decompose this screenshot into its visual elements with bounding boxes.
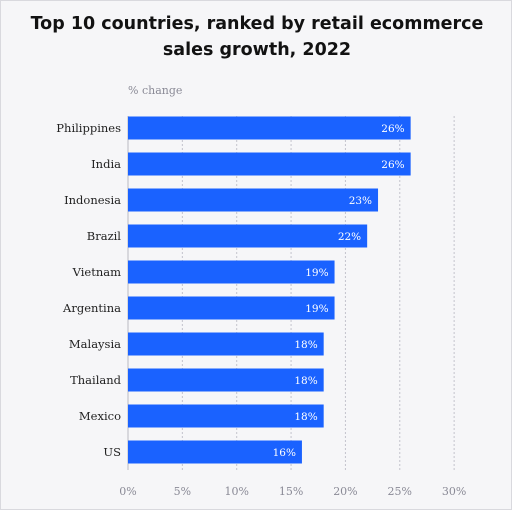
bar	[128, 224, 368, 248]
x-tick-label: 25%	[388, 485, 412, 498]
x-tick-label: 20%	[333, 485, 357, 498]
category-label: Brazil	[87, 229, 122, 243]
bar	[128, 404, 324, 428]
data-label: 19%	[305, 267, 328, 279]
bar	[128, 152, 411, 176]
data-label: 26%	[381, 123, 404, 135]
data-label: 18%	[294, 375, 317, 387]
bar	[128, 440, 302, 464]
bar	[128, 368, 324, 392]
category-label: India	[91, 157, 121, 171]
data-label: 19%	[305, 303, 328, 315]
chart-title-line-1: Top 10 countries, ranked by retail ecomm…	[30, 14, 484, 34]
category-label: Vietnam	[72, 265, 121, 279]
chart-title-line-2: sales growth, 2022	[162, 40, 352, 60]
bar	[128, 116, 411, 140]
category-label: Argentina	[62, 301, 121, 315]
labels: % change 0% 5% 10% 15% 20% 25% 30% Philippines 2…	[56, 84, 466, 498]
bar	[128, 188, 379, 212]
bar	[128, 332, 324, 356]
category-label: Thailand	[70, 373, 122, 387]
category-label: Malaysia	[69, 337, 121, 351]
data-label: 22%	[338, 231, 361, 243]
data-label: 18%	[294, 411, 317, 423]
data-label: 18%	[294, 339, 317, 351]
x-tick-label: 30%	[442, 485, 466, 498]
category-label: Philippines	[56, 121, 121, 135]
unit-label: % change	[128, 84, 182, 97]
x-tick-label: 0%	[119, 485, 136, 498]
chart-title: Top 10 countries, ranked by retail ecomm…	[1, 11, 512, 63]
data-label: 26%	[381, 159, 404, 171]
data-label: 23%	[349, 195, 372, 207]
bars	[128, 116, 411, 464]
category-label: US	[103, 445, 121, 459]
bar	[128, 296, 335, 320]
category-label: Mexico	[79, 409, 121, 423]
data-label: 16%	[273, 447, 296, 459]
x-tick-label: 10%	[224, 485, 248, 498]
x-tick-label: 5%	[174, 485, 191, 498]
bar	[128, 260, 335, 284]
x-tick-label: 15%	[279, 485, 303, 498]
category-label: Indonesia	[64, 193, 121, 207]
